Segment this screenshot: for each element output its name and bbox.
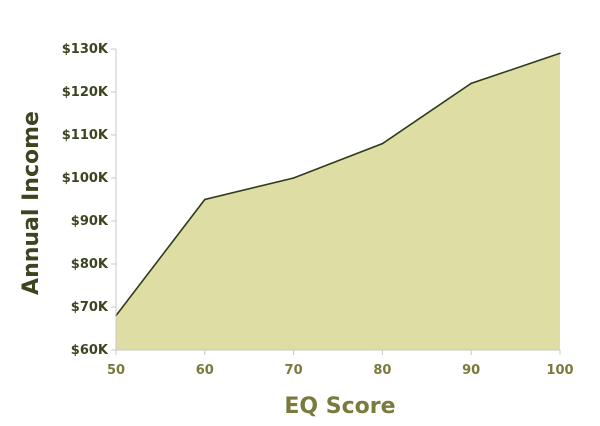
data-point: [292, 177, 295, 179]
y-tick-label: $70K: [71, 300, 109, 315]
series-line: [115, 52, 561, 317]
y-tick-label: $100K: [62, 171, 109, 186]
x-tick-label: 90: [462, 363, 480, 378]
x-tick-label: 60: [196, 363, 214, 378]
y-tick-label: $80K: [71, 257, 109, 272]
x-axis: 50 60 70 80 90 100: [107, 349, 574, 378]
y-axis: $60K $70K $80K $90K $100K $110K $120K $130K: [62, 42, 117, 358]
x-tick-label: 70: [285, 363, 303, 378]
plot-area: [115, 52, 561, 351]
x-tick-label: 100: [546, 363, 573, 378]
y-tick-label: $120K: [62, 85, 109, 100]
data-point: [204, 198, 206, 201]
y-tick-label: $130K: [62, 42, 109, 57]
y-tick-label: $110K: [62, 128, 109, 143]
x-tick-label: 80: [373, 363, 391, 378]
area-fill: [116, 53, 560, 351]
data-point: [470, 82, 473, 85]
y-axis-label: Annual Income: [19, 111, 44, 295]
data-point: [381, 142, 384, 145]
data-point: [559, 52, 561, 55]
x-tick-label: 50: [107, 363, 125, 378]
y-tick-label: $90K: [71, 214, 109, 229]
x-axis-label: EQ Score: [284, 394, 395, 419]
y-tick-label: $60K: [71, 343, 109, 358]
